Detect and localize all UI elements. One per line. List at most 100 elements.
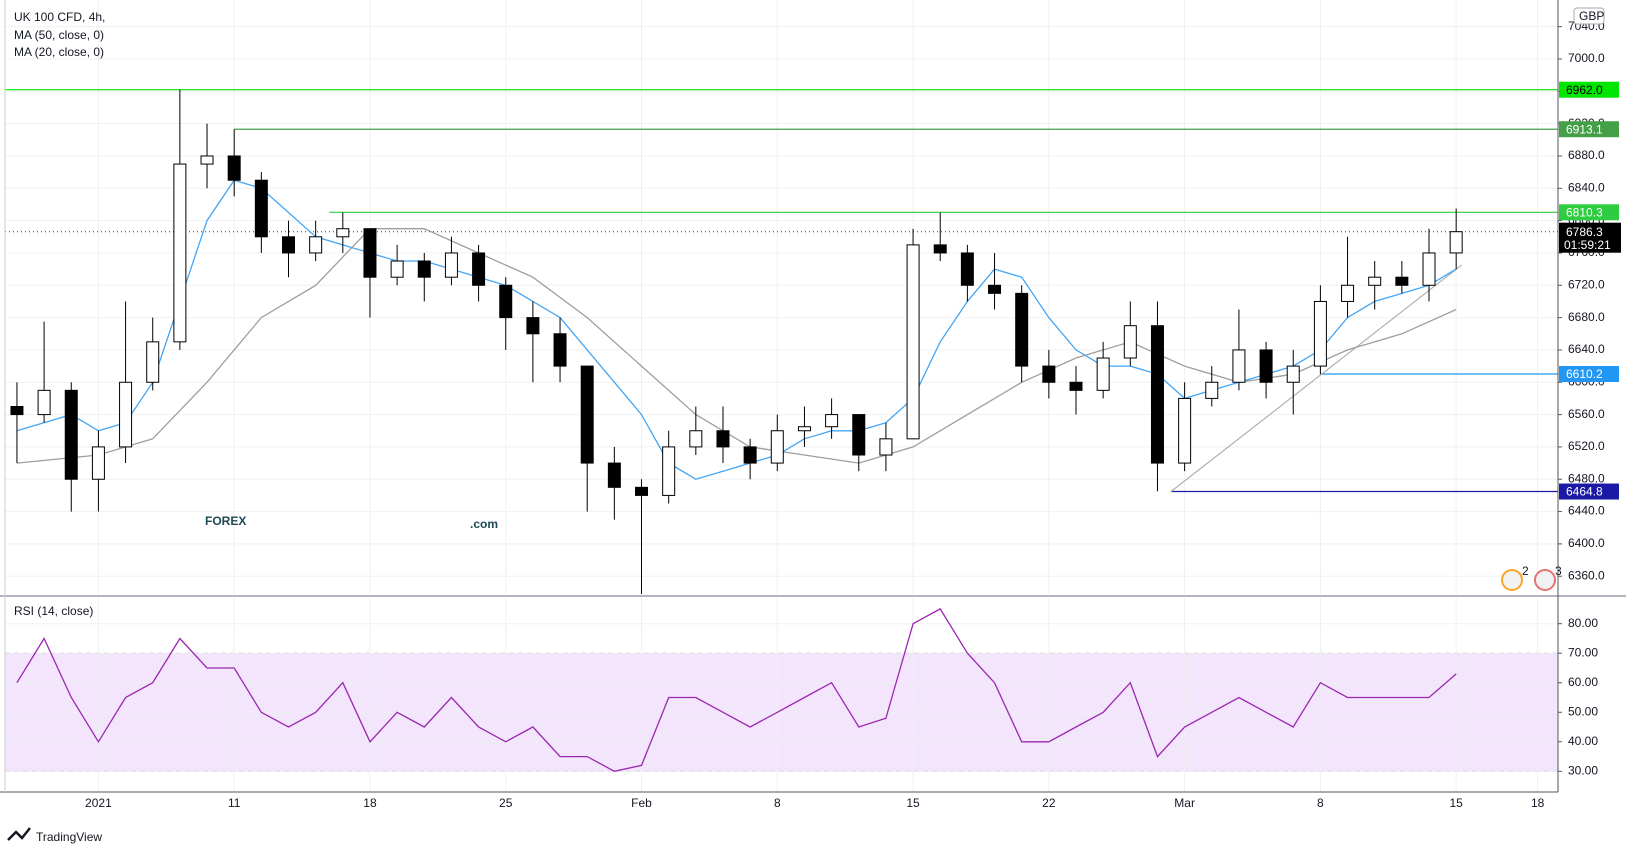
candle-body [1259,349,1273,383]
x-tick-label: 15 [1449,796,1463,810]
candle-body [173,163,187,343]
candle-body [743,446,757,464]
candle-body [933,244,947,254]
price-tag-label: 6810.3 [1566,205,1603,219]
candle-body [309,236,323,254]
x-tick-label: 22 [1042,796,1056,810]
y-tick-label: 80.00 [1568,616,1598,630]
candle-body [417,260,431,278]
candle-body [119,381,133,448]
y-tick-label: 40.00 [1568,734,1598,748]
candle-body [607,462,621,488]
y-tick-label: 6520.0 [1568,439,1605,453]
candle-body [37,389,51,416]
candle-body [580,365,594,464]
candle-body [879,438,893,456]
x-tick-label: 15 [906,796,920,810]
badge-count: 3 [1555,564,1562,578]
candle-body [1395,276,1409,286]
candle-body [1123,325,1137,359]
candle-body [988,284,1002,294]
brand-icon [7,827,31,841]
candle-body [797,426,811,432]
currency-box [1573,7,1605,25]
logo-suffix: .com [470,517,498,531]
x-tick-label: 11 [228,796,241,810]
x-tick-label: 18 [1531,796,1545,810]
trend-line [1170,264,1462,492]
event-badge [1501,569,1523,591]
candle-body [1096,357,1110,391]
candle-body [635,486,649,496]
price-tag-label: 6962.0 [1566,83,1603,97]
candle-body [281,236,295,254]
event-badge [1534,569,1556,591]
candle-body [716,430,730,448]
y-tick-label: 50.00 [1568,704,1598,718]
candle-body [662,446,676,496]
candle-body [1178,397,1192,464]
candle-body [254,179,268,238]
price-tag [1559,204,1619,221]
x-tick-label: 25 [499,796,513,810]
candle-body [1205,381,1219,399]
candle-body [227,155,241,181]
y-tick-label: 70.00 [1568,645,1598,659]
y-tick-label: 6560.0 [1568,407,1605,421]
candle-body [825,414,839,428]
countdown: 01:59:21 [1564,238,1611,252]
chart-title: UK 100 CFD, 4h, [14,10,105,24]
y-tick-label: 6400.0 [1568,536,1605,550]
candle-body [64,389,78,480]
y-tick-label: 30.00 [1568,764,1598,778]
candle-body [1422,252,1436,286]
brand: TradingView [36,830,102,844]
candle-body [200,155,214,165]
candle-body [1015,292,1029,367]
price-tag-label: 6464.8 [1566,485,1603,499]
candle-body [336,228,350,238]
rsi-label: RSI (14, close) [14,604,93,618]
candle-body [1232,349,1246,383]
rsi-line [16,608,1457,772]
y-tick-label: 6840.0 [1568,180,1605,194]
y-tick-label: 6640.0 [1568,342,1605,356]
indicator-label: MA (50, close, 0) [14,28,104,42]
last-price-label: 6786.3 [1566,225,1603,239]
y-tick-label: 6440.0 [1568,504,1605,518]
candle-body [1150,325,1164,464]
candle-body [553,333,567,367]
y-tick-label: 6360.0 [1568,568,1605,582]
y-tick-label: 6720.0 [1568,277,1605,291]
x-tick-label: 8 [774,796,781,810]
price-tag-label: 6610.2 [1566,367,1603,381]
x-tick-label: Mar [1174,796,1195,810]
x-tick-label: Feb [631,796,652,810]
candle-body [770,430,784,464]
ma-line [16,179,1457,480]
x-tick-label: 8 [1317,796,1324,810]
candle-body [1313,300,1327,367]
ma-line [16,228,1457,464]
candle-body [960,252,974,286]
candle-body [390,260,404,278]
candle-body [1341,284,1355,302]
candle-body [689,430,703,448]
candle-body [499,284,513,319]
candle-body [852,414,866,456]
y-tick-label: 60.00 [1568,675,1598,689]
price-tag [1559,81,1619,98]
candle-body [1069,381,1083,391]
logo: FOREX [205,514,246,528]
last-price-tag [1559,222,1621,253]
candle-body [1042,365,1056,383]
y-tick-label: 6680.0 [1568,310,1605,324]
candle-body [1286,365,1300,383]
candle-body [444,252,458,278]
price-tag-label: 6913.1 [1566,122,1603,136]
y-tick-label: 6880.0 [1568,148,1605,162]
candle-body [906,244,920,440]
badge-count: 2 [1522,564,1529,578]
